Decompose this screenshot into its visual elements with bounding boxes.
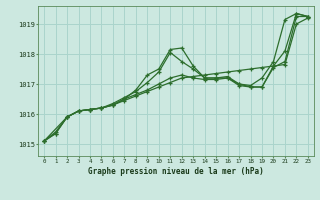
X-axis label: Graphe pression niveau de la mer (hPa): Graphe pression niveau de la mer (hPa) [88, 167, 264, 176]
